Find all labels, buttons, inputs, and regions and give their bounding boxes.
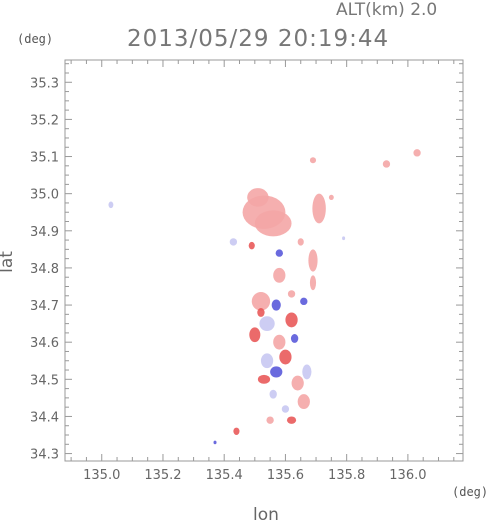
y-tick-label: 35.3 (30, 76, 59, 91)
echo-cell (300, 297, 308, 306)
y-tick-label: 34.9 (30, 225, 59, 240)
x-tick-label: 135.0 (83, 468, 120, 483)
echo-cell (382, 160, 391, 168)
echo-cell (308, 249, 318, 272)
echo-cell (233, 427, 240, 436)
echo-cell (247, 188, 269, 207)
y-tick-label: 34.7 (30, 299, 59, 314)
echo-cell (271, 299, 281, 311)
echo-cell (290, 334, 299, 343)
x-axis-label: lon (253, 505, 279, 525)
plot-frame (64, 59, 464, 462)
echo-cell (269, 389, 277, 399)
echo-cell (309, 157, 317, 164)
altitude-label: ALT(km) 2.0 (336, 0, 438, 20)
echo-cell (297, 238, 304, 246)
echo-layer (108, 149, 421, 445)
echo-cell (270, 366, 283, 378)
echo-cell (312, 193, 326, 224)
echo-cell (259, 316, 275, 332)
echo-cell (257, 374, 271, 384)
y-tick-label: 35.0 (30, 188, 59, 203)
echo-cell (213, 440, 217, 445)
y-tick-label: 34.6 (30, 336, 59, 351)
echo-cell (254, 210, 292, 237)
echo-cell (309, 275, 317, 291)
x-tick-label: 136.0 (389, 468, 426, 483)
echo-cell (266, 416, 274, 424)
echo-cell (297, 394, 310, 410)
echo-cell (273, 334, 286, 350)
echo-cell (413, 149, 421, 157)
echo-cell (291, 375, 304, 391)
echo-cell (286, 416, 297, 424)
x-axis-unit: (deg) (452, 485, 489, 499)
echo-cell (251, 292, 271, 311)
echo-cell (285, 312, 298, 328)
y-tick-label: 34.8 (30, 262, 59, 277)
echo-cell (229, 238, 238, 246)
y-tick-label: 35.1 (30, 151, 59, 166)
echo-cell (260, 353, 274, 369)
echo-cell (275, 249, 283, 257)
echo-cell (328, 194, 334, 200)
echo-cell (257, 308, 265, 317)
x-tick-label: 135.8 (328, 468, 365, 483)
echo-cell (302, 364, 312, 380)
y-tick-label: 35.2 (30, 113, 59, 128)
y-tick-label: 34.4 (30, 410, 59, 425)
echo-cell (281, 405, 290, 413)
echo-cell (342, 236, 346, 241)
x-tick-label: 135.2 (144, 468, 181, 483)
echo-cell (249, 327, 261, 343)
y-tick-label: 34.5 (30, 373, 59, 388)
echo-cell (279, 349, 292, 365)
datetime-title: 2013/05/29 20:19:44 (127, 26, 390, 52)
y-tick-label: 34.3 (30, 448, 59, 463)
echo-cell (248, 241, 255, 250)
x-tick-label: 135.4 (206, 468, 243, 483)
y-axis-unit: (deg) (17, 32, 54, 46)
x-tick-label: 135.6 (267, 468, 304, 483)
echo-cell (287, 290, 296, 298)
echo-cell (273, 267, 286, 283)
tick-layer: 135.0 135.2 135.4 135.6 135.8 136.0 34.3 34.4 34… (30, 60, 463, 483)
echo-cell (108, 201, 114, 209)
